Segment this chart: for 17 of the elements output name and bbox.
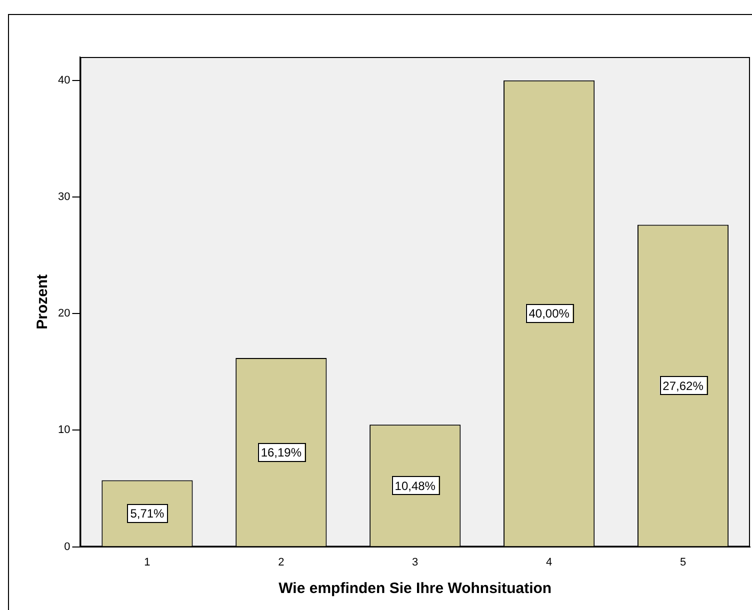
x-tick-label: 2 [278,556,284,568]
x-tick-label: 4 [546,556,552,568]
y-tick-label: 40 [58,74,70,86]
data-label: 16,19% [260,445,302,460]
data-label: 40,00% [528,306,570,321]
x-tick-label: 5 [680,556,686,568]
x-tick-label: 3 [412,556,418,568]
y-tick-label: 20 [58,308,70,320]
y-tick-label: 30 [58,190,70,203]
data-label: 5,71% [130,506,165,521]
x-tick-label: 1 [144,556,150,568]
y-tick-label: 10 [58,424,70,436]
y-axis-title: Prozent [34,274,52,330]
y-tick-label: 0 [64,540,70,553]
data-label: 27,62% [662,378,704,393]
x-axis-title: Wie empfinden Sie Ihre Wohnsituation [278,580,552,598]
data-label: 10,48% [394,478,436,493]
